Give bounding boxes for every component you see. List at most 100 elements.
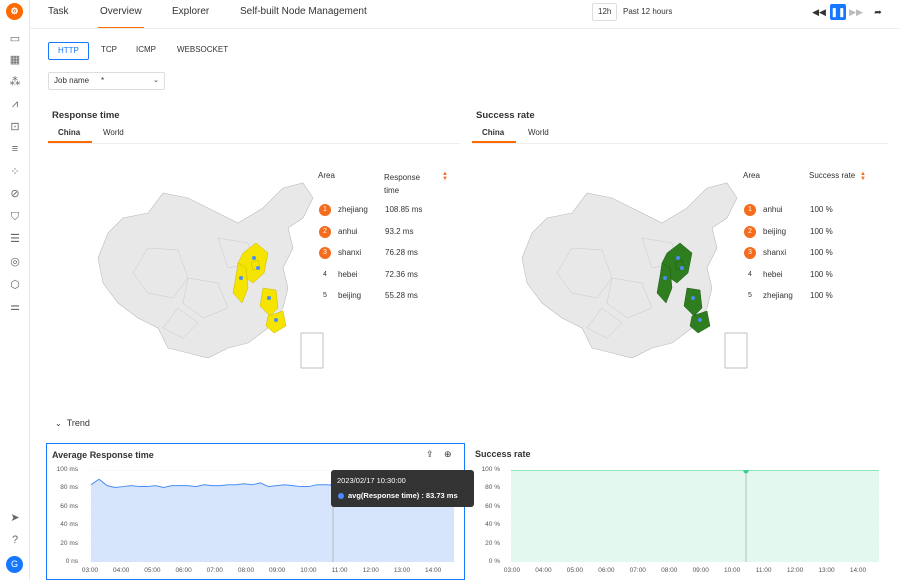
success-y-tick: 60 %	[485, 502, 500, 510]
trend-label: Trend	[66, 418, 90, 428]
success-rate-plot[interactable]	[510, 470, 880, 562]
avg-y-tick: 0 ns	[65, 558, 78, 565]
success-tab-world[interactable]: World	[528, 128, 549, 137]
success-tab-china[interactable]: China	[482, 128, 505, 137]
time-range-picker[interactable]: Past 12 hours	[623, 7, 673, 16]
chevron-down-icon: ⌄	[55, 419, 62, 428]
success-y-tick: 80 %	[485, 484, 500, 492]
china-map-response	[97, 182, 324, 369]
success-y-tick: 100 %	[481, 466, 500, 473]
rank-area: shanxi	[763, 248, 787, 257]
trend-toggle[interactable]: ⌄ Trend	[55, 418, 90, 428]
monitor-icon[interactable]: ▭	[9, 33, 21, 45]
chart-icon[interactable]: ⩘	[11, 98, 19, 110]
success-tab-divider	[472, 143, 888, 144]
success-x-tick: 11:00	[755, 567, 772, 574]
avatar[interactable]: G	[6, 556, 23, 573]
forward-icon[interactable]: ▶▶	[849, 7, 863, 17]
probe-icon[interactable]: ◎	[10, 256, 20, 268]
success-x-tick: 08:00	[661, 567, 678, 574]
avg-x-tick: 10:00	[300, 567, 317, 574]
job-name-select[interactable]: Job name * ⌄	[48, 72, 165, 90]
database-icon[interactable]: ☰	[10, 233, 20, 245]
avg-x-tick: 03:00	[81, 567, 99, 574]
search-doc-icon[interactable]: ⊡	[10, 121, 20, 133]
zoom-icon[interactable]: ⊕	[444, 449, 452, 459]
topology-icon[interactable]: ⁂	[9, 76, 21, 88]
rank-value: 100 %	[810, 205, 833, 214]
success-y-tick: 0 %	[488, 558, 500, 565]
export-icon[interactable]: ⇪	[426, 449, 434, 459]
map-region-shanxi	[232, 262, 249, 304]
time-range-short[interactable]: 12h	[592, 3, 618, 21]
app-logo-icon[interactable]: ⚙	[6, 3, 23, 20]
rank-badge: 3	[744, 247, 756, 259]
job-name-value: *	[101, 76, 105, 85]
avg-y-tick: 80 ms	[60, 484, 78, 492]
rank-area: hebei	[338, 269, 358, 279]
success-x-tick: 10:00	[724, 567, 741, 574]
avg-x-tick: 12:00	[362, 567, 379, 574]
success-rank-row: 2 beijing 100 %	[744, 225, 874, 239]
tooltip-time: 2023/02/17 10:30:00	[337, 476, 406, 485]
success-col-area: Area	[743, 171, 760, 180]
sort-icon[interactable]: ▲ ▼	[442, 171, 448, 182]
avg-x-tick: 08:00	[237, 567, 255, 574]
protocol-tab-icmp[interactable]: ICMP	[136, 45, 156, 54]
settings-icon[interactable]: ⚌	[10, 301, 20, 313]
top-nav: Task Overview Explorer Self-built Node M…	[30, 0, 900, 29]
nav-divider	[30, 28, 900, 29]
protocol-tab-tcp[interactable]: TCP	[101, 45, 117, 54]
tab-overview[interactable]: Overview	[98, 6, 144, 29]
avg-x-tick: 13:00	[393, 567, 411, 574]
response-rank-row: 3 shanxi 76.28 ms	[319, 246, 449, 260]
hexagon-icon[interactable]: ⬡	[10, 279, 20, 291]
rank-value: 93.2 ms	[385, 226, 414, 236]
avg-x-tick: 07:00	[206, 567, 223, 574]
response-tab-world[interactable]: World	[103, 128, 124, 137]
avg-y-tick: 40 ms	[60, 521, 78, 529]
shield-icon[interactable]: ⛉	[10, 211, 20, 223]
avg-y-tick: 100 ms	[56, 466, 78, 473]
success-x-tick: 13:00	[818, 567, 835, 574]
response-tab-china[interactable]: China	[58, 128, 81, 137]
rank-area: hebei	[763, 269, 783, 279]
sort-icon[interactable]: ▲ ▼	[860, 171, 866, 182]
tooltip-value: avg(Response time) : 83.73 ms	[348, 491, 458, 500]
rank-value: 100 %	[810, 291, 833, 300]
tab-node-management[interactable]: Self-built Node Management	[240, 6, 367, 17]
avg-x-tick: 06:00	[175, 567, 192, 574]
success-x-tick: 05:00	[566, 567, 584, 574]
filter-list-icon[interactable]: ≡	[11, 143, 19, 155]
apps-icon[interactable]: ⁘	[10, 166, 20, 178]
rank-badge: 4	[748, 270, 752, 278]
rank-area: shanxi	[338, 248, 362, 257]
success-rate-title: Success rate	[476, 110, 535, 121]
success-y-tick: 40 %	[485, 521, 500, 529]
rewind-icon[interactable]: ◀◀	[812, 7, 826, 17]
chevron-down-icon: ⌄	[153, 77, 159, 84]
rank-value: 108.85 ms	[385, 205, 423, 214]
rank-value: 100 %	[810, 226, 833, 236]
rank-value: 100 %	[810, 269, 833, 279]
calendar-icon[interactable]: ▦	[9, 54, 21, 66]
pause-icon[interactable]: ❚❚	[830, 4, 846, 20]
rank-area: beijing	[763, 226, 787, 236]
tab-explorer[interactable]: Explorer	[172, 6, 210, 17]
help-icon[interactable]: ?	[11, 534, 19, 546]
hover-point	[743, 470, 749, 474]
success-x-tick: 09:00	[692, 567, 709, 574]
success-rate-chart-title: Success rate	[475, 449, 531, 459]
disable-icon[interactable]: ⊘	[10, 188, 20, 200]
response-tab-underline	[48, 141, 92, 143]
sidebar: ⚙ ▭ ▦ ⁂ ⩘ ⊡ ≡ ⁘ ⊘ ⛉ ☰ ◎ ⬡ ⚌ ➤ ? G	[0, 0, 30, 580]
rank-value: 72.36 ms	[385, 269, 418, 279]
share-icon[interactable]: ➦	[874, 7, 882, 17]
protocol-tab-http[interactable]: HTTP	[48, 42, 89, 60]
success-rate-chart-panel[interactable]: Success rate	[470, 443, 890, 580]
rank-badge: 5	[323, 292, 327, 299]
send-icon[interactable]: ➤	[10, 512, 20, 524]
protocol-tab-websocket[interactable]: WEBSOCKET	[177, 45, 229, 54]
series-area	[511, 470, 879, 562]
tab-task[interactable]: Task	[48, 6, 69, 17]
